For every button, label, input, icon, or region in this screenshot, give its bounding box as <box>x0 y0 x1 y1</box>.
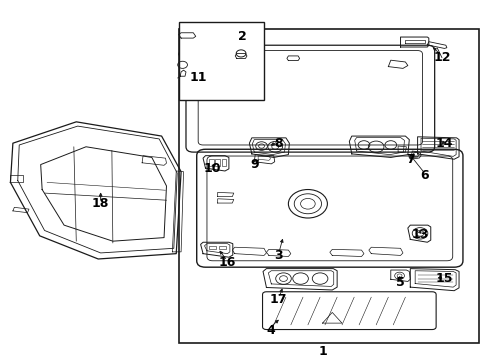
Text: 13: 13 <box>410 228 428 240</box>
Bar <box>219 246 225 249</box>
Text: 7: 7 <box>405 153 414 166</box>
Text: 6: 6 <box>420 169 428 182</box>
Text: 12: 12 <box>432 51 450 64</box>
Text: 9: 9 <box>249 158 258 171</box>
Text: 17: 17 <box>269 293 287 306</box>
Text: 18: 18 <box>92 197 109 210</box>
Text: 8: 8 <box>274 137 283 150</box>
Text: 2: 2 <box>237 30 246 43</box>
Text: 1: 1 <box>318 345 326 358</box>
Text: 15: 15 <box>435 272 452 285</box>
Bar <box>178 29 478 343</box>
Text: 5: 5 <box>395 276 404 289</box>
Text: 11: 11 <box>189 71 206 84</box>
Text: 10: 10 <box>203 162 221 175</box>
Text: 4: 4 <box>266 324 275 337</box>
Bar <box>178 22 264 100</box>
Bar <box>215 159 220 166</box>
Text: 3: 3 <box>274 249 283 262</box>
Bar <box>221 159 226 166</box>
Bar <box>209 246 216 249</box>
Text: 14: 14 <box>435 137 452 150</box>
Text: 16: 16 <box>218 256 236 269</box>
Bar <box>208 159 213 166</box>
